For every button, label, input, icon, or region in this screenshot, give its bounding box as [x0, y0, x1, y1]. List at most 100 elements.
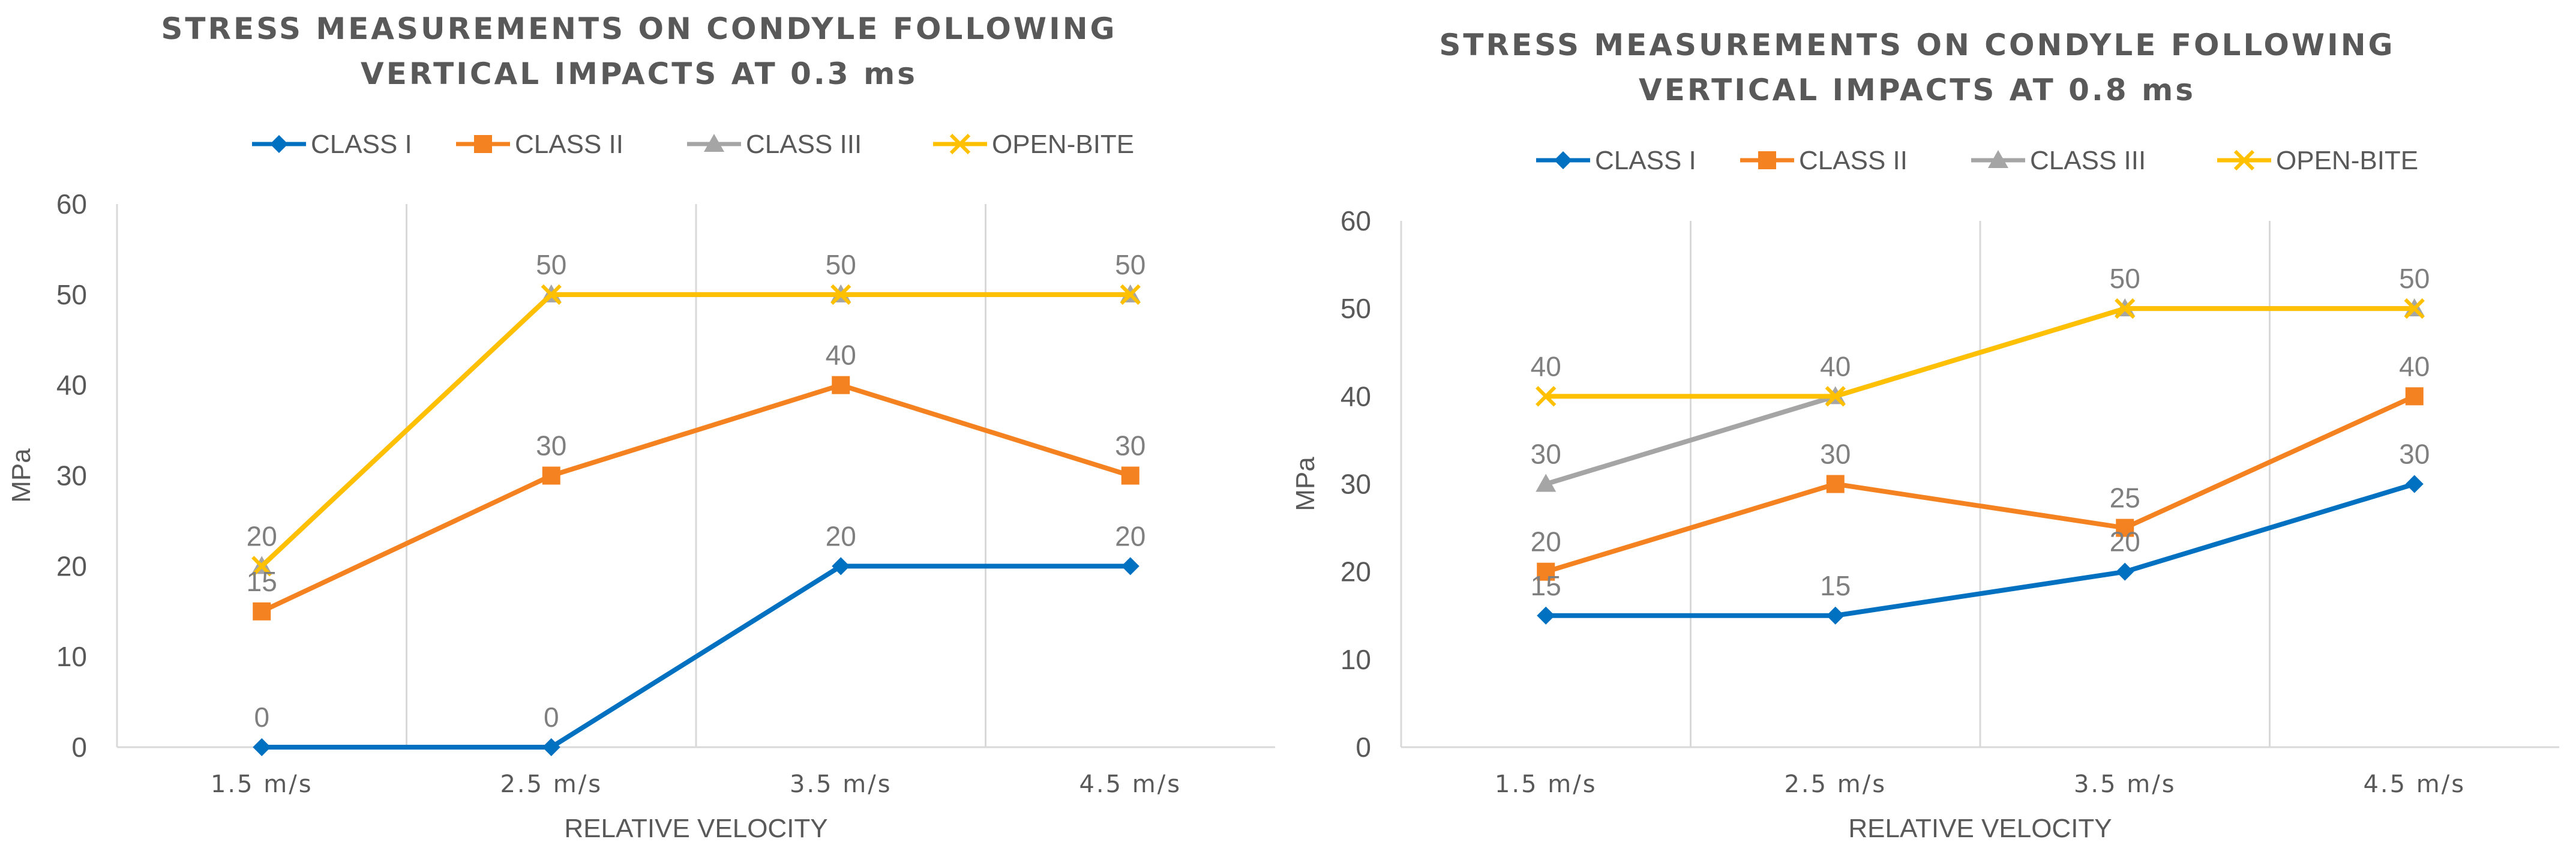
data-point	[1120, 284, 1141, 305]
y-tick-label: 50	[56, 279, 87, 310]
chart-title-line: VERTICAL IMPACTS AT 0.3 ms	[361, 56, 917, 91]
legend-label: CLASS II	[1799, 146, 1908, 175]
y-axis-title: MPa	[7, 448, 36, 503]
data-label: 30	[1820, 439, 1851, 470]
data-point	[542, 466, 560, 485]
y-tick-label: 20	[56, 550, 87, 582]
data-label: 20	[2110, 526, 2140, 558]
legend-label: CLASS II	[515, 130, 623, 159]
legend-item: CLASS I	[1536, 146, 1696, 175]
data-label: 40	[2399, 350, 2430, 382]
y-tick-label: 30	[1341, 469, 1371, 500]
legend-marker	[270, 135, 288, 153]
chart-title-line: STRESS MEASUREMENTS ON CONDYLE FOLLOWING	[1439, 28, 2395, 62]
legend-item: CLASS III	[1971, 146, 2146, 175]
x-tick-label: 1.5 m/s	[1495, 771, 1597, 798]
chart-title-line: VERTICAL IMPACTS AT 0.8 ms	[1639, 73, 2196, 107]
y-tick-label: 10	[56, 641, 87, 672]
data-point	[1537, 562, 1555, 581]
x-tick-label: 3.5 m/s	[790, 771, 892, 798]
data-point	[1536, 386, 1557, 407]
series-line	[260, 292, 1130, 568]
legend-label: CLASS III	[2030, 146, 2146, 175]
y-tick-label: 0	[71, 732, 87, 763]
y-tick-label: 40	[56, 370, 87, 401]
data-point	[1826, 475, 1845, 493]
x-tick-label: 4.5 m/s	[2363, 771, 2466, 798]
data-label: 20	[1115, 520, 1145, 552]
legend-marker	[1988, 150, 2008, 168]
data-point	[2116, 562, 2134, 581]
data-label: 50	[826, 249, 856, 280]
data-point	[542, 738, 560, 756]
data-label: 40	[1820, 350, 1851, 382]
data-label: 50	[2399, 263, 2430, 294]
legend-marker	[474, 135, 492, 153]
y-tick-label: 50	[1341, 293, 1371, 324]
data-label: 30	[1115, 430, 1145, 462]
data-label: 0	[544, 702, 559, 733]
legend-label: OPEN-BITE	[2276, 146, 2418, 175]
data-point	[832, 557, 850, 576]
series-line	[260, 382, 1131, 614]
data-point	[251, 556, 272, 577]
data-point	[2115, 298, 2136, 319]
data-label: 15	[247, 566, 277, 597]
y-tick-label: 20	[1341, 556, 1371, 588]
legend-item: CLASS III	[687, 130, 862, 159]
legend-item: CLASS II	[1740, 146, 1908, 175]
legend-marker	[949, 133, 971, 155]
data-label: 40	[826, 340, 856, 371]
data-label: 40	[1531, 350, 1561, 382]
data-point	[2116, 519, 2134, 537]
y-tick-label: 0	[1356, 732, 1371, 763]
legend-item: CLASS I	[252, 130, 412, 159]
x-axis-title: RELATIVE VELOCITY	[1848, 814, 2112, 843]
series-open-bite	[251, 284, 1141, 577]
data-label: 15	[1531, 570, 1561, 601]
chart-2: STRESS MEASUREMENTS ON CONDYLE FOLLOWING…	[1291, 28, 2559, 843]
legend-marker	[704, 134, 724, 152]
y-axis-title: MPa	[1291, 457, 1320, 511]
data-point	[253, 738, 271, 756]
chart-title-line: STRESS MEASUREMENTS ON CONDYLE FOLLOWING	[161, 11, 1117, 46]
legend-label: CLASS I	[1595, 146, 1696, 175]
y-tick-label: 60	[1341, 205, 1371, 236]
data-label: 20	[826, 520, 856, 552]
data-label: 0	[254, 702, 269, 733]
y-tick-label: 60	[56, 188, 87, 220]
data-point	[1537, 606, 1555, 625]
series-line	[1546, 306, 2415, 399]
data-label: 15	[1820, 570, 1851, 601]
data-point	[1121, 466, 1139, 485]
data-label: 25	[2110, 483, 2140, 514]
x-tick-label: 2.5 m/s	[1784, 771, 1887, 798]
series-class-ii	[1537, 387, 2424, 581]
data-point	[253, 602, 271, 621]
series-line	[1545, 394, 2416, 574]
data-point	[1121, 557, 1139, 576]
data-point	[1536, 474, 1557, 492]
x-tick-label: 4.5 m/s	[1079, 771, 1181, 798]
legend-marker	[2233, 149, 2255, 171]
legend-marker	[1758, 151, 1776, 169]
y-tick-label: 40	[1341, 380, 1371, 412]
x-tick-label: 3.5 m/s	[2074, 771, 2176, 798]
x-tick-label: 1.5 m/s	[211, 771, 313, 798]
y-tick-label: 30	[56, 460, 87, 492]
legend-label: OPEN-BITE	[992, 130, 1134, 159]
data-point	[2405, 475, 2424, 493]
legend-label: CLASS III	[746, 130, 862, 159]
data-point	[1826, 606, 1845, 625]
series-class-ii	[253, 376, 1139, 621]
legend-item: OPEN-BITE	[2217, 146, 2418, 175]
data-label: 50	[1115, 249, 1145, 280]
series-line	[262, 564, 1130, 750]
data-point	[832, 376, 850, 394]
data-label: 20	[1531, 526, 1561, 558]
series-line	[1546, 481, 2415, 618]
legend-label: CLASS I	[311, 130, 412, 159]
data-label: 30	[2399, 439, 2430, 470]
